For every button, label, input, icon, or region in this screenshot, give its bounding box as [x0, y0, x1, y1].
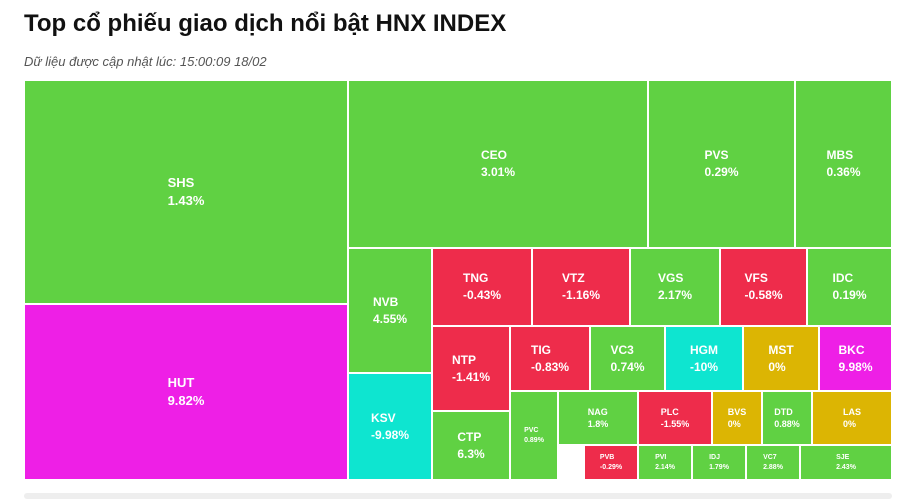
treemap-cell-ntp[interactable]: NTP -1.41% — [432, 326, 510, 411]
chart-title: Top cổ phiếu giao dịch nổi bật HNX INDEX — [24, 10, 507, 37]
treemap-cell-bkc[interactable]: BKC 9.98% — [819, 326, 892, 391]
change-label: -0.58% — [744, 288, 783, 302]
change-label: 0.36% — [826, 165, 861, 179]
treemap-cell-sje[interactable]: SJE 2.43% — [800, 445, 892, 480]
treemap-cell-pvb[interactable]: PVB -0.29% — [584, 445, 638, 480]
change-label: 0.89% — [524, 436, 544, 444]
change-label: -1.41% — [451, 369, 491, 384]
change-label: 6.3% — [457, 446, 485, 461]
treemap-cell-hut[interactable]: HUT 9.82% — [24, 304, 348, 480]
treemap-cell-shs[interactable]: SHS 1.43% — [24, 80, 348, 304]
ticker-label: TNG — [462, 271, 489, 285]
treemap-cell-bvs[interactable]: BVS 0% — [712, 391, 762, 445]
change-label: 4.55% — [372, 311, 408, 326]
ticker-label: CTP — [457, 429, 482, 444]
change-label: -0.29% — [599, 463, 623, 471]
treemap-cell-vgs[interactable]: VGS 2.17% — [630, 248, 720, 326]
treemap-cell-las[interactable]: LAS 0% — [812, 391, 892, 445]
change-label: 0% — [768, 359, 786, 374]
treemap-cell-hgm[interactable]: HGM -10% — [665, 326, 743, 391]
ticker-label: BKC — [838, 342, 865, 357]
change-label: 0.74% — [610, 359, 645, 374]
change-label: 1.43% — [167, 193, 205, 208]
ticker-label: PVI — [655, 453, 667, 461]
ticker-label: DTD — [774, 407, 793, 417]
ticker-label: IDJ — [709, 453, 720, 461]
treemap-cell-idj[interactable]: IDJ 1.79% — [692, 445, 746, 480]
treemap-cell-ceo[interactable]: CEO 3.01% — [348, 80, 648, 248]
treemap-cell-tng[interactable]: TNG -0.43% — [432, 248, 532, 326]
treemap-cell-ctp[interactable]: CTP 6.3% — [432, 411, 510, 480]
treemap-cell-pvs[interactable]: PVS 0.29% — [648, 80, 795, 248]
change-label: 2.14% — [655, 463, 675, 471]
treemap-cell-plc[interactable]: PLC -1.55% — [638, 391, 712, 445]
change-label: 0.29% — [704, 165, 739, 179]
change-label: 1.8% — [587, 419, 609, 429]
ticker-label: HGM — [689, 342, 718, 357]
change-label: -1.16% — [561, 288, 601, 302]
treemap-cell-mbs[interactable]: MBS 0.36% — [795, 80, 892, 248]
change-label: 0% — [843, 419, 857, 429]
treemap-cell-vc7[interactable]: VC7 2.88% — [746, 445, 800, 480]
change-label: 9.98% — [838, 359, 873, 374]
ticker-label: MST — [768, 342, 794, 357]
treemap-cell-pvc[interactable]: PVC 0.89% — [510, 391, 558, 480]
treemap-cell-vfs[interactable]: VFS -0.58% — [720, 248, 807, 326]
treemap-cell-pvi[interactable]: PVI 2.14% — [638, 445, 692, 480]
change-label: -1.55% — [660, 419, 690, 429]
ticker-label: VFS — [744, 271, 768, 285]
ticker-label: BVS — [727, 407, 747, 417]
ticker-label: HUT — [167, 375, 195, 390]
treemap: SHS 1.43% HUT 9.82% CEO 3.01% PVS 0.29% MBS 0.36%… — [24, 80, 892, 480]
change-label: 2.17% — [657, 288, 693, 302]
change-label: -0.43% — [462, 288, 502, 302]
treemap-cell-vtz[interactable]: VTZ -1.16% — [532, 248, 630, 326]
change-label: -10% — [689, 359, 719, 374]
update-timestamp: Dữ liệu được cập nhật lúc: 15:00:09 18/0… — [24, 54, 267, 69]
horizontal-scrollbar[interactable] — [24, 493, 892, 499]
ticker-label: VGS — [657, 271, 684, 285]
ticker-label: LAS — [843, 407, 861, 417]
ticker-label: MBS — [826, 148, 854, 162]
ticker-label: NAG — [587, 407, 608, 417]
ticker-label: VTZ — [561, 271, 585, 285]
ticker-label: VC3 — [610, 342, 634, 357]
treemap-cell-mst[interactable]: MST 0% — [743, 326, 819, 391]
ticker-label: TIG — [530, 342, 551, 357]
change-label: 0% — [727, 419, 741, 429]
ticker-label: IDC — [832, 271, 854, 285]
change-label: 1.79% — [709, 463, 729, 471]
change-label: 0.88% — [774, 419, 800, 429]
ticker-label: KSV — [370, 410, 396, 425]
ticker-label: CEO — [480, 148, 507, 162]
ticker-label: VC7 — [763, 453, 777, 461]
change-label: -0.83% — [530, 359, 570, 374]
ticker-label: NVB — [372, 294, 399, 309]
change-label: 2.88% — [763, 463, 783, 471]
ticker-label: NTP — [451, 352, 476, 367]
treemap-cell-idc[interactable]: IDC 0.19% — [807, 248, 892, 326]
change-label: -9.98% — [370, 427, 410, 442]
ticker-label: SHS — [167, 175, 195, 190]
change-label: 0.19% — [832, 288, 867, 302]
treemap-cell-dtd[interactable]: DTD 0.88% — [762, 391, 812, 445]
treemap-cell-nag[interactable]: NAG 1.8% — [558, 391, 638, 445]
treemap-cell-vc3[interactable]: VC3 0.74% — [590, 326, 665, 391]
ticker-label: PLC — [660, 407, 679, 417]
ticker-label: PVC — [524, 426, 539, 434]
change-label: 2.43% — [836, 463, 856, 471]
change-label: 3.01% — [480, 165, 516, 179]
change-label: 9.82% — [167, 393, 205, 408]
ticker-label: SJE — [836, 453, 850, 461]
treemap-cell-nvb[interactable]: NVB 4.55% — [348, 248, 432, 373]
ticker-label: PVS — [704, 148, 729, 162]
treemap-cell-tig[interactable]: TIG -0.83% — [510, 326, 590, 391]
ticker-label: PVB — [599, 453, 615, 461]
treemap-cell-ksv[interactable]: KSV -9.98% — [348, 373, 432, 480]
